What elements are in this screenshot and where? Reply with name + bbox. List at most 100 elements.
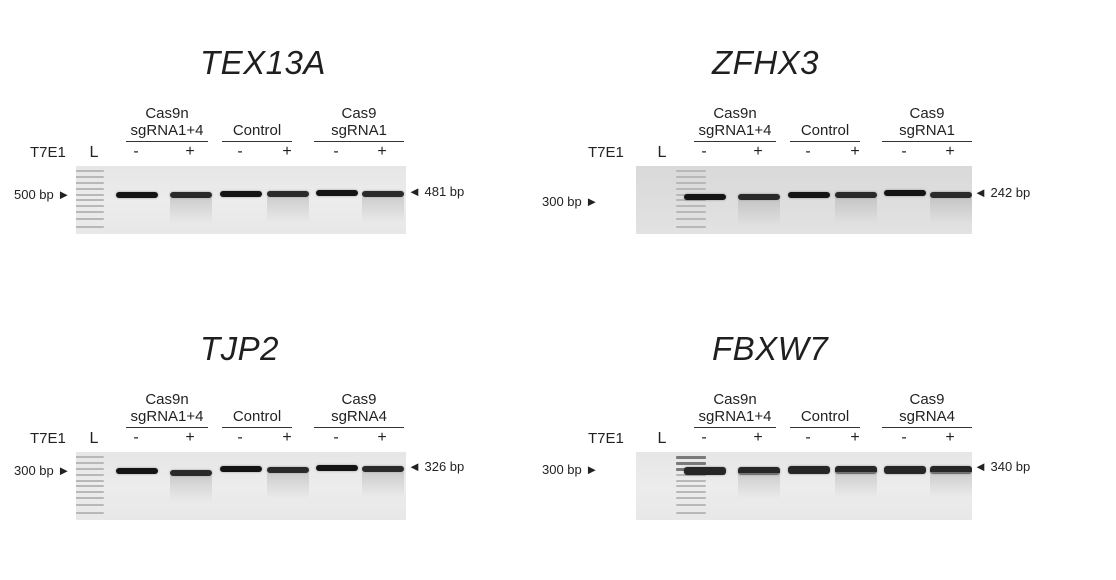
group-underline (882, 426, 972, 428)
ladder-band (76, 211, 104, 213)
minus-sign: - (805, 429, 811, 446)
digest-smear (930, 472, 972, 498)
dna-band (220, 191, 262, 197)
sample-group-2: Control (222, 391, 292, 428)
t7e1-label: T7E1 (588, 430, 624, 447)
plus-sign: + (377, 143, 387, 160)
group-underline (126, 140, 208, 142)
dna-band (884, 466, 926, 474)
dna-band (788, 466, 830, 474)
ladder-band (76, 205, 104, 207)
gene-title: TEX13A (200, 44, 326, 81)
sample-group-1: Cas9n sgRNA1+4 (694, 105, 776, 142)
dna-band (316, 190, 358, 196)
ladder-band (676, 512, 706, 514)
plus-sign: + (185, 143, 195, 160)
right-size-marker: ◄ 242 bp (974, 185, 1031, 200)
sample-group-1: Cas9n sgRNA1+4 (126, 105, 208, 142)
group-underline (314, 426, 404, 428)
group-underline (694, 140, 776, 142)
ladder-band (76, 468, 104, 470)
t7e1-label: T7E1 (30, 144, 66, 161)
ladder-lane-label: L (657, 430, 667, 447)
gene-title: FBXW7 (712, 330, 829, 367)
group-line1 (790, 391, 860, 408)
ladder-band (676, 462, 706, 465)
dna-band (930, 192, 972, 198)
gel-image (76, 452, 406, 520)
sample-group-1: Cas9n sgRNA1+4 (694, 391, 776, 428)
dna-band (170, 192, 212, 198)
t7e1-label: T7E1 (30, 430, 66, 447)
sample-group-3: Cas9 sgRNA1 (882, 105, 972, 142)
ladder-band (76, 199, 104, 201)
ladder-band (676, 211, 706, 213)
dna-band (170, 470, 212, 476)
dna-ladder (76, 452, 104, 520)
group-line1: Cas9n (145, 391, 189, 408)
ladder-lane-label: L (89, 144, 99, 161)
plus-sign: + (850, 143, 860, 160)
group-underline (790, 426, 860, 428)
digest-smear (267, 197, 309, 223)
group-underline (790, 140, 860, 142)
group-underline (222, 140, 292, 142)
left-size-marker: 500 bp ► (14, 187, 71, 202)
ladder-band (76, 456, 104, 458)
dna-ladder (76, 166, 104, 234)
group-line1: Cas9 (909, 105, 945, 122)
ladder-lane-label: L (89, 430, 99, 447)
ladder-band (676, 485, 706, 487)
ladder-band (76, 194, 104, 196)
dna-band (738, 467, 780, 475)
digest-smear (170, 476, 212, 502)
group-line2: sgRNA1+4 (130, 408, 204, 425)
ladder-band (676, 456, 706, 459)
right-size-marker: ◄ 326 bp (408, 459, 465, 474)
dna-band (835, 192, 877, 198)
minus-sign: - (133, 429, 139, 446)
gel-panel-tjp2: TJP2 Cas9n sgRNA1+4 Control Cas9 sgRNA4 T7E1 L… (0, 330, 480, 580)
dna-ladder (676, 452, 706, 520)
gel-image (636, 452, 972, 520)
ladder-band (76, 188, 104, 190)
group-underline (222, 426, 292, 428)
minus-sign: - (133, 143, 139, 160)
dna-band (930, 466, 972, 474)
sample-group-3: Cas9 sgRNA4 (314, 391, 404, 428)
ladder-lane-label: L (657, 144, 667, 161)
group-line2: sgRNA1+4 (698, 122, 772, 139)
sample-group-3: Cas9 sgRNA1 (314, 105, 404, 142)
ladder-band (676, 205, 706, 207)
dna-band (684, 194, 726, 200)
dna-band (362, 191, 404, 197)
gene-title: ZFHX3 (712, 44, 820, 81)
ladder-band (676, 226, 706, 228)
group-line2: sgRNA1+4 (698, 408, 772, 425)
group-line2: sgRNA4 (899, 408, 955, 425)
ladder-band (76, 485, 104, 487)
plus-sign: + (945, 429, 955, 446)
gel-panel-zfhx3: ZFHX3 Cas9n sgRNA1+4 Control Cas9 sgRNA1 T7E1… (534, 44, 1030, 294)
group-line1: Cas9 (341, 391, 377, 408)
left-size-marker: 300 bp ► (542, 194, 599, 209)
group-underline (694, 426, 776, 428)
minus-sign: - (805, 143, 811, 160)
ladder-band (76, 170, 104, 172)
ladder-band (76, 504, 104, 506)
digest-smear (738, 200, 780, 226)
sample-group-3: Cas9 sgRNA4 (882, 391, 972, 428)
plus-sign: + (753, 143, 763, 160)
ladder-band (676, 199, 706, 201)
ladder-band (76, 497, 104, 499)
dna-band (267, 191, 309, 197)
group-line1: Cas9 (909, 391, 945, 408)
group-line1: Cas9 (341, 105, 377, 122)
plus-sign: + (185, 429, 195, 446)
group-line1 (222, 391, 292, 408)
sample-group-2: Control (222, 105, 292, 142)
minus-sign: - (237, 143, 243, 160)
ladder-band (76, 491, 104, 493)
gel-panel-fbxw7: FBXW7 Cas9n sgRNA1+4 Control Cas9 sgRNA4 T7E1… (534, 330, 1030, 580)
group-line1 (790, 105, 860, 122)
